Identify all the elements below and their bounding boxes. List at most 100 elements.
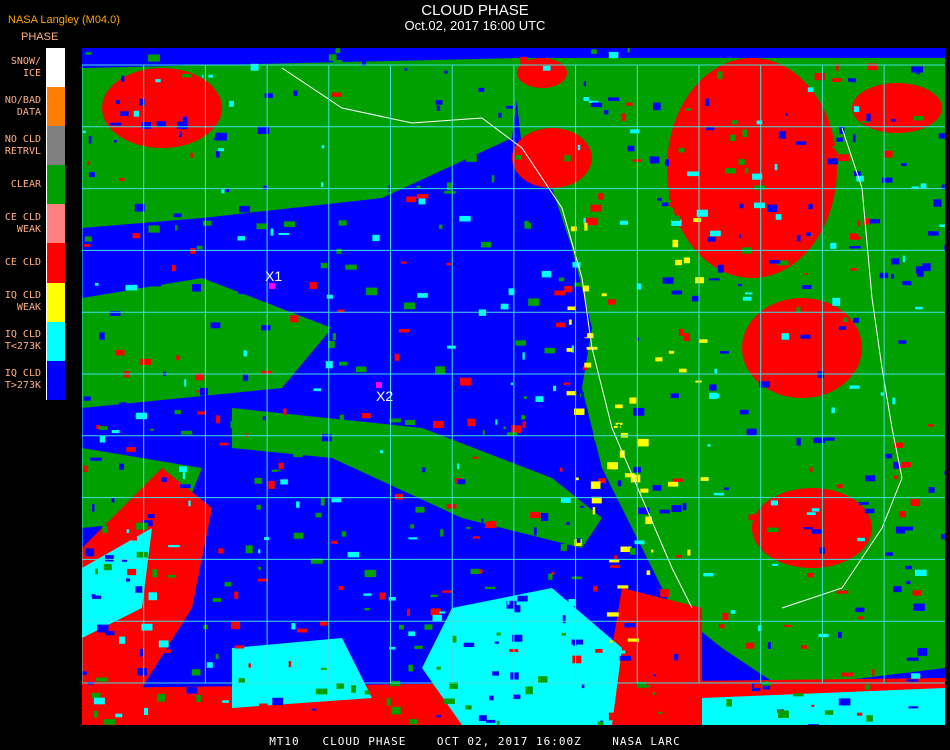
cold-liquid-cloud-region xyxy=(702,688,945,725)
cloud-pixel-patch xyxy=(901,163,907,166)
cloud-pixel-patch xyxy=(831,407,835,414)
cloud-pixel-patch xyxy=(807,573,814,578)
cloud-pixel-patch xyxy=(568,319,572,325)
cloud-pixel-patch xyxy=(458,256,465,261)
cloud-pixel-patch xyxy=(838,154,850,161)
cloud-pixel-patch xyxy=(168,545,180,548)
cloud-pixel-patch xyxy=(500,303,509,310)
cloud-pixel-patch xyxy=(906,580,911,585)
cloud-pixel-patch xyxy=(837,194,849,199)
cloud-pixel-patch xyxy=(754,202,765,209)
cloud-pixel-patch xyxy=(836,590,849,594)
cloud-pixel-patch xyxy=(445,398,449,404)
cloud-pixel-patch xyxy=(105,555,114,562)
cloud-pixel-patch xyxy=(321,434,332,442)
cloud-pixel-patch xyxy=(555,322,566,328)
cloud-pixel-patch xyxy=(671,290,683,295)
cloud-pixel-patch xyxy=(931,371,934,375)
cloud-pixel-patch xyxy=(150,280,162,287)
cloud-pixel-patch xyxy=(757,352,770,359)
cloud-pixel-patch xyxy=(553,385,557,392)
cloud-pixel-patch xyxy=(192,284,201,292)
cloud-pixel-patch xyxy=(584,362,592,368)
cloud-pixel-patch xyxy=(164,649,171,654)
cloud-pixel-patch xyxy=(544,347,556,354)
cloud-pixel-patch xyxy=(593,585,598,592)
cloud-pixel-patch xyxy=(634,132,637,135)
cloud-pixel-patch xyxy=(467,418,476,427)
cloud-pixel-patch xyxy=(767,204,778,212)
cloud-pixel-patch xyxy=(571,576,583,580)
cloud-pixel-patch xyxy=(263,519,272,527)
cloud-pixel-patch xyxy=(917,272,924,277)
cloud-pixel-patch xyxy=(159,321,171,324)
cloud-pixel-patch xyxy=(804,272,808,277)
cloud-pixel-patch xyxy=(880,392,884,396)
cloud-pixel-patch xyxy=(291,623,296,630)
cloud-pixel-patch xyxy=(566,391,577,396)
cloud-pixel-patch xyxy=(391,80,401,89)
cloud-pixel-patch xyxy=(937,261,940,265)
cloud-pixel-patch xyxy=(515,155,522,160)
cloud-pixel-patch xyxy=(704,156,716,160)
cloud-pixel-patch xyxy=(843,317,848,322)
cloud-pixel-patch xyxy=(871,669,875,676)
cloud-pixel-patch xyxy=(827,114,836,119)
cloud-pixel-patch xyxy=(682,503,687,511)
cloud-pixel-patch xyxy=(156,441,162,445)
cloud-pixel-patch xyxy=(158,640,169,648)
cloud-pixel-patch xyxy=(667,481,679,487)
cloud-pixel-patch xyxy=(560,498,571,503)
cloud-pixel-patch xyxy=(140,358,151,365)
cloud-pixel-patch xyxy=(614,650,626,654)
cloud-pixel-patch xyxy=(498,112,502,118)
cloud-pixel-patch xyxy=(742,129,748,137)
cloud-pixel-patch xyxy=(899,465,906,468)
cloud-pixel-patch xyxy=(444,70,448,74)
cloud-pixel-patch xyxy=(722,612,729,621)
ice-cloud-region xyxy=(667,58,837,278)
cloud-pixel-patch xyxy=(321,182,324,187)
cloud-pixel-patch xyxy=(591,496,602,504)
cloud-pixel-patch xyxy=(624,473,635,478)
cloud-pixel-patch xyxy=(658,711,663,714)
footer-caption: MT10 CLOUD PHASE OCT 02, 2017 16:00Z NAS… xyxy=(269,735,681,748)
cloud-pixel-patch xyxy=(480,212,490,216)
cloud-pixel-patch xyxy=(446,262,452,266)
cloud-pixel-patch xyxy=(714,319,718,322)
cloud-pixel-patch xyxy=(510,672,519,680)
cloud-pixel-patch xyxy=(119,402,127,407)
cloud-pixel-patch xyxy=(796,306,801,314)
cloud-pixel-patch xyxy=(885,552,894,556)
cloud-pixel-patch xyxy=(841,672,853,677)
cloud-pixel-patch xyxy=(855,607,865,613)
cloud-pixel-patch xyxy=(808,252,814,257)
cloud-pixel-patch xyxy=(510,382,513,386)
cloud-pixel-patch xyxy=(937,313,945,317)
cloud-pixel-patch xyxy=(477,93,480,98)
cloud-pixel-patch xyxy=(280,479,288,485)
cloud-pixel-patch xyxy=(598,478,606,484)
cloud-pixel-patch xyxy=(533,527,537,536)
cloud-pixel-patch xyxy=(465,154,477,162)
cloud-pixel-patch xyxy=(535,396,544,402)
cloud-pixel-patch xyxy=(316,187,325,193)
cloud-pixel-patch xyxy=(853,316,859,323)
cloud-pixel-patch xyxy=(182,472,185,480)
cloud-pixel-patch xyxy=(281,549,285,557)
cloud-pixel-patch xyxy=(808,203,813,210)
cloud-pixel-patch xyxy=(753,684,761,688)
cloud-pixel-patch xyxy=(290,315,299,323)
cloud-pixel-patch xyxy=(234,645,245,649)
cloud-pixel-patch xyxy=(877,646,889,655)
cloud-pixel-patch xyxy=(321,145,325,149)
cloud-pixel-patch xyxy=(256,223,268,230)
cloud-pixel-patch xyxy=(110,311,121,316)
cloud-pixel-patch xyxy=(588,100,599,103)
cloud-pixel-patch xyxy=(856,175,864,182)
cloud-pixel-patch xyxy=(466,526,471,529)
cloud-pixel-patch xyxy=(571,345,574,353)
coastline xyxy=(281,67,693,609)
cloud-pixel-patch xyxy=(436,666,441,670)
cloud-pixel-patch xyxy=(155,79,161,83)
